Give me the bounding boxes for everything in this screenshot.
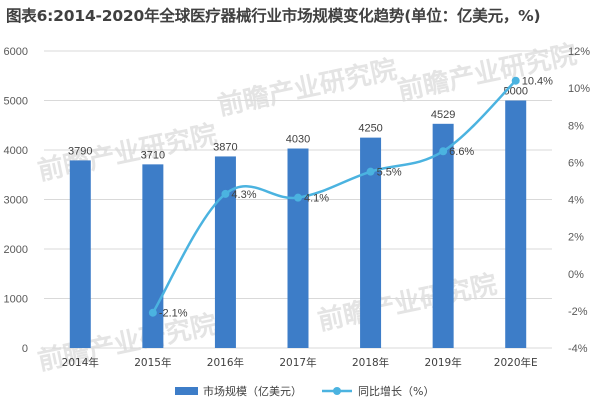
bar-value-label: 3870: [213, 141, 237, 153]
watermark-text: 前瞻产业研究院: [215, 54, 399, 122]
x-tick-label: 2014年: [62, 356, 99, 369]
left-tick-label: 3000: [4, 195, 28, 207]
bar: [214, 156, 236, 348]
right-tick-label: 12%: [568, 46, 590, 58]
x-tick-label: 2017年: [279, 356, 316, 369]
bar-value-label: 4030: [286, 134, 310, 146]
right-tick-label: 4%: [568, 195, 584, 207]
left-tick-label: 0: [22, 343, 28, 355]
left-tick-label: 4000: [4, 145, 28, 157]
x-tick-label: 2020年E: [494, 356, 538, 369]
growth-point: [439, 147, 448, 156]
watermark-text: 前瞻产业研究院: [35, 119, 219, 187]
growth-point: [511, 76, 520, 85]
bar-value-label: 4529: [431, 109, 455, 121]
legend-bar-swatch: [175, 387, 198, 395]
growth-point: [221, 189, 230, 198]
chart-title: 图表6:2014-2020年全球医疗器械行业市场规模变化趋势(单位：亿美元，%): [6, 7, 541, 25]
bar: [505, 100, 527, 348]
x-tick-label: 2015年: [134, 356, 171, 369]
growth-point: [294, 193, 302, 202]
left-axis: 0 1000 2000 3000 4000 5000 6000: [4, 46, 28, 355]
growth-value-label: 6.6%: [449, 146, 474, 158]
bar-value-label: 3710: [141, 149, 165, 161]
bar-value-label: 3790: [68, 145, 92, 157]
right-axis: -4% -2% 0% 2% 4% 6% 8% 10% 12%: [568, 46, 590, 355]
bar: [142, 164, 164, 348]
bar: [432, 123, 454, 348]
x-tick-label: 2018年: [352, 356, 389, 369]
growth-point: [366, 167, 375, 176]
legend: 市场规模（亿美元） 同比增长（%）: [175, 384, 434, 398]
growth-value-label: 5.5%: [377, 167, 402, 179]
x-axis: 2014年 2015年 2016年 2017年 2018年 2019年 2020年E: [62, 356, 538, 369]
watermark-text: 前瞻产业研究院: [395, 39, 579, 107]
growth-value-label: 10.4%: [522, 76, 553, 88]
growth-value-label: 4.1%: [304, 193, 329, 205]
growth-line: [151, 79, 517, 314]
bar: [287, 148, 309, 348]
bar: [360, 137, 382, 348]
right-tick-label: 6%: [568, 157, 584, 169]
bar: [69, 160, 91, 348]
right-tick-label: 2%: [568, 232, 584, 244]
legend-line-marker: [333, 387, 341, 395]
x-tick-label: 2016年: [207, 356, 244, 369]
x-tick-label: 2019年: [425, 356, 462, 369]
right-tick-label: 0%: [568, 269, 584, 281]
legend-label: 同比增长（%）: [358, 384, 434, 398]
left-tick-label: 6000: [4, 46, 28, 58]
left-tick-label: 5000: [4, 96, 28, 108]
right-tick-label: 10%: [568, 83, 590, 95]
left-tick-label: 2000: [4, 244, 28, 256]
line-series: -2.1% 4.3% 4.1% 5.5% 6.6% 10.4%: [148, 76, 553, 320]
bar-value-label: 4250: [358, 123, 382, 135]
legend-label: 市场规模（亿美元）: [203, 384, 302, 398]
watermark-text: 前瞻产业研究院: [315, 269, 499, 337]
right-tick-label: -4%: [568, 343, 588, 355]
growth-point: [148, 308, 157, 317]
right-tick-label: 8%: [568, 120, 584, 132]
growth-value-label: 4.3%: [231, 189, 256, 201]
right-tick-label: -2%: [568, 306, 588, 318]
left-tick-label: 1000: [4, 294, 28, 306]
growth-value-label: -2.1%: [159, 308, 188, 320]
